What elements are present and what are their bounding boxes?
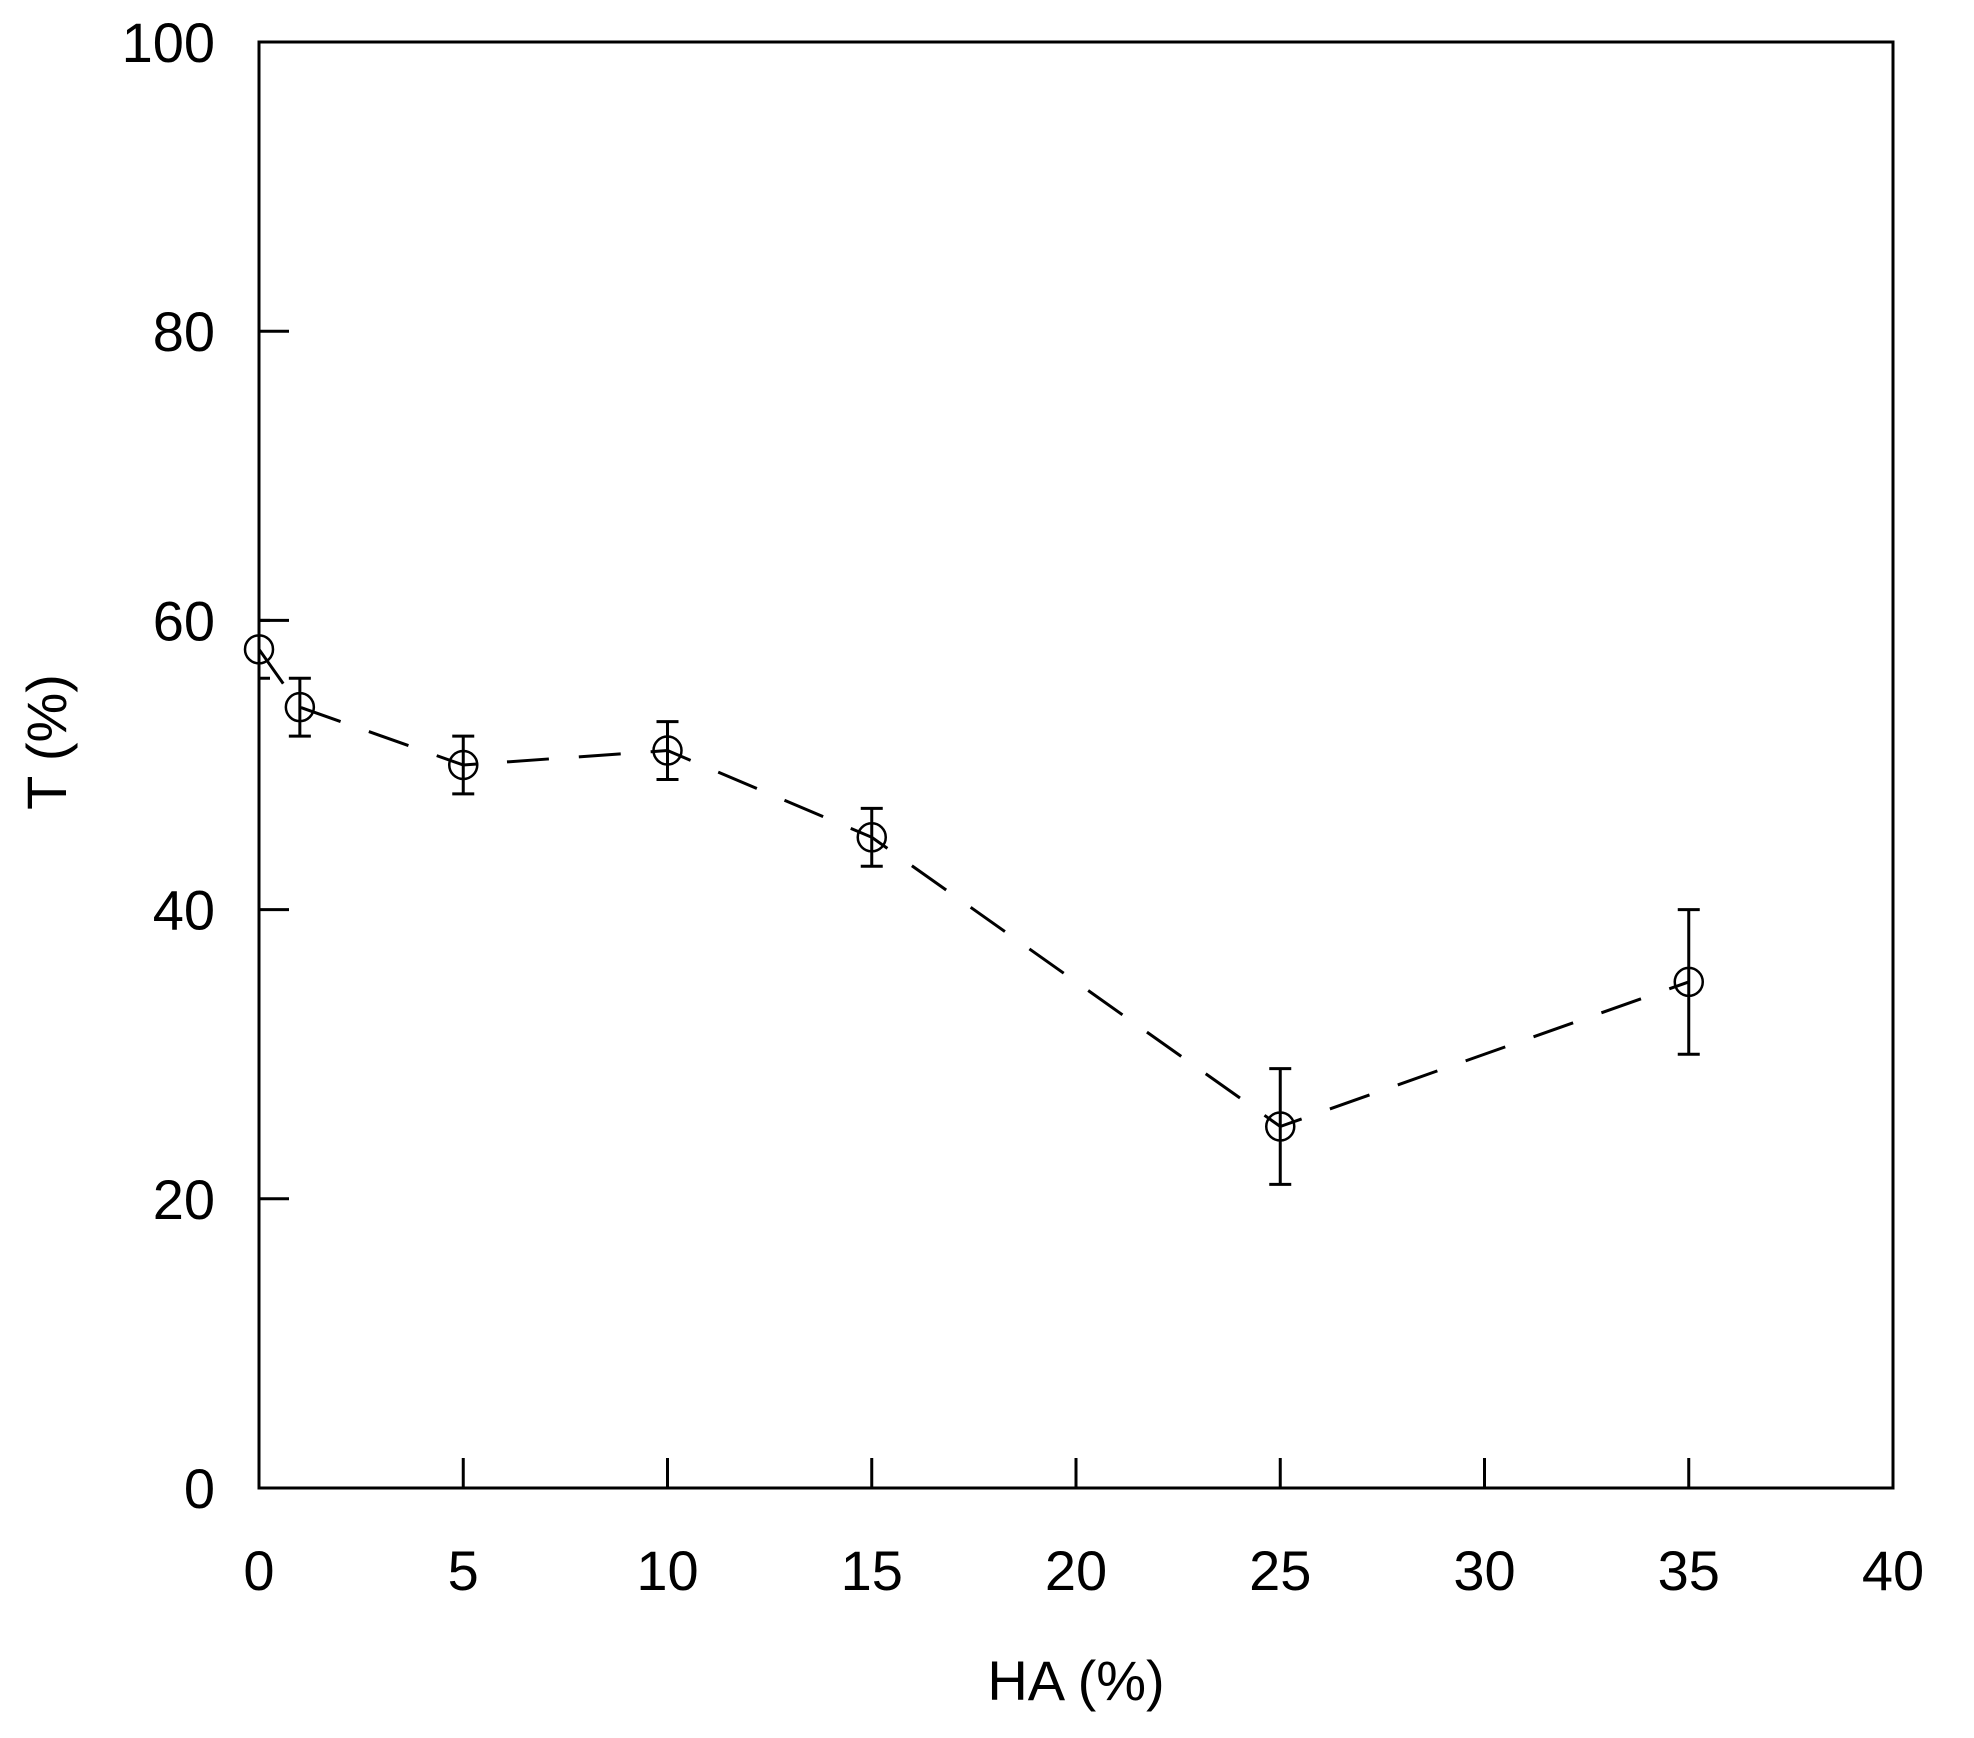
error-bar [656,720,679,781]
error-bar [860,806,883,868]
data-point-marker [1673,966,1704,998]
x-tick-label: 40 [1862,1539,1924,1602]
error-bar [452,734,475,796]
error-bar [259,618,270,680]
y-tick-label: 60 [153,589,215,652]
y-tick-label: 80 [153,300,215,363]
data-point-marker [284,691,316,723]
data-point-marker [652,735,683,766]
x-tick-label: 10 [636,1539,698,1602]
data-point-marker [856,822,887,853]
plot-frame [257,40,1895,1490]
x-tick-label: 5 [448,1539,479,1602]
y-axis-title: T (%) [15,674,78,810]
plot-area: 0 5 10 15 20 25 30 35 40 0 20 40 60 80 100 [122,11,1925,1602]
x-tick-label: 35 [1658,1539,1720,1602]
y-tick-label: 0 [184,1457,215,1520]
y-tick-label: 40 [153,879,215,942]
error-bar [1677,908,1700,1056]
data-point-marker [448,749,479,781]
data-point-marker [243,634,275,665]
error-bar [1269,1067,1292,1186]
x-tick-label: 20 [1045,1539,1107,1602]
error-bar [288,676,311,738]
series-line [257,648,1690,1129]
x-tick-label: 25 [1249,1539,1311,1602]
x-axis-title: HA (%) [987,1649,1164,1712]
y-tick-label: 100 [122,11,215,74]
y-tick-label: 20 [153,1168,215,1231]
data-point-marker [1265,1111,1296,1142]
x-tick-label: 30 [1453,1539,1515,1602]
x-tick-label: 0 [243,1539,274,1602]
x-tick-label: 15 [841,1539,903,1602]
